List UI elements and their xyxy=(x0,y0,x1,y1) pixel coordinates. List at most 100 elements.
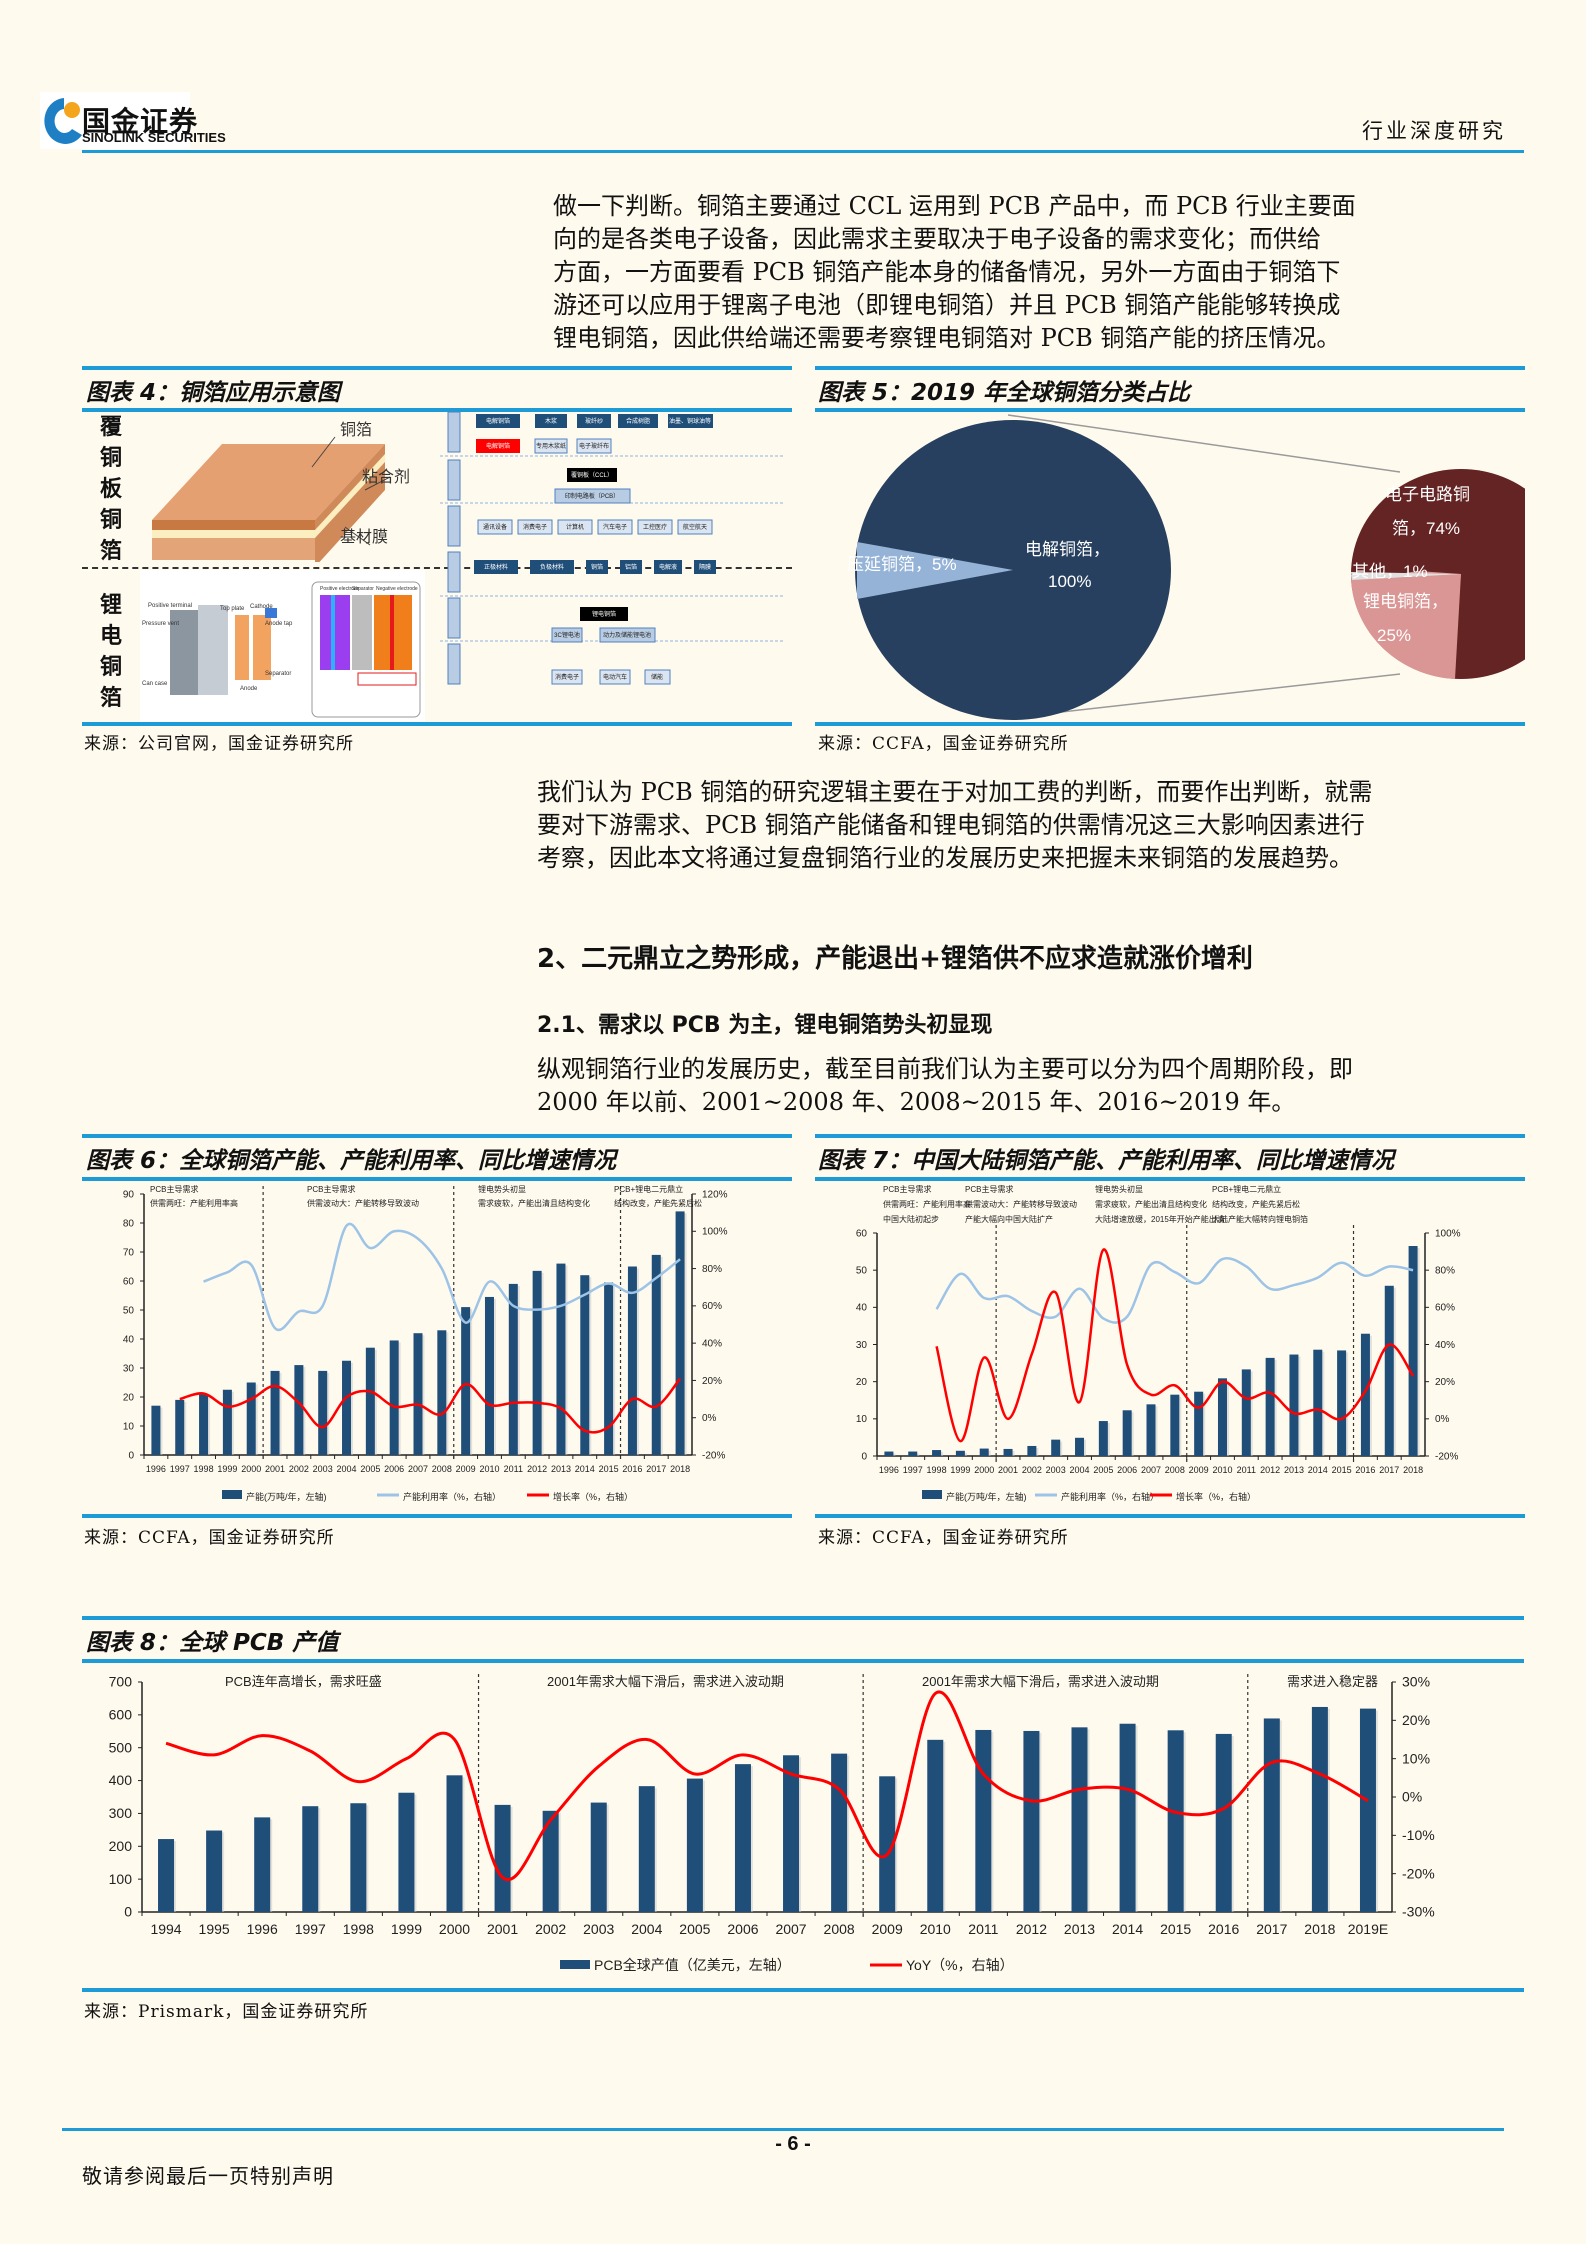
svg-text:200: 200 xyxy=(109,1838,133,1854)
text-line: 向的是各类电子设备，因此需求主要取决于电子设备的需求变化；而供给 xyxy=(553,225,1321,253)
svg-text:1996: 1996 xyxy=(247,1921,278,1937)
svg-text:60%: 60% xyxy=(1435,1303,1455,1314)
svg-text:400: 400 xyxy=(109,1772,133,1788)
svg-text:60%: 60% xyxy=(702,1301,722,1312)
svg-text:2007: 2007 xyxy=(408,1464,428,1474)
label-can-case: Can case xyxy=(142,681,168,687)
svg-text:10: 10 xyxy=(123,1421,135,1432)
svg-text:40: 40 xyxy=(123,1334,135,1345)
svg-text:2014: 2014 xyxy=(575,1464,595,1474)
svg-text:2010: 2010 xyxy=(479,1464,499,1474)
fig5-pie-chart: 压延铜箔，5% 电解铜箔， 100% 电子电路铜 箔，74% 其他，1% 锂电铜… xyxy=(847,414,1525,720)
fig8-title: 图表 8：全球 PCB 产值 xyxy=(86,1630,339,1656)
footer-divider xyxy=(62,2128,1504,2131)
svg-text:60: 60 xyxy=(123,1276,135,1287)
svg-text:产能(万吨/年，左轴): 产能(万吨/年，左轴) xyxy=(946,1491,1027,1502)
svg-text:2001年需求大幅下滑后，需求进入波动期: 2001年需求大幅下滑后，需求进入波动期 xyxy=(547,1674,784,1689)
fig4-bottom-rule xyxy=(82,722,792,726)
svg-text:产能利用率（%，右轴）: 产能利用率（%，右轴） xyxy=(403,1491,501,1502)
label-positive-terminal: Positive terminal xyxy=(148,603,192,609)
svg-text:供需波动大：产能转移导致波动: 供需波动大：产能转移导致波动 xyxy=(965,1199,1077,1209)
svg-text:2009: 2009 xyxy=(872,1921,903,1937)
svg-text:需求疲软，产能出清且结构变化: 需求疲软，产能出清且结构变化 xyxy=(1095,1199,1207,1209)
svg-text:0: 0 xyxy=(861,1451,867,1462)
disclaimer-note: 敬请参阅最后一页特别声明 xyxy=(82,2164,334,2188)
svg-text:80%: 80% xyxy=(1435,1266,1455,1277)
fig5-top-rule xyxy=(815,366,1525,370)
fig4-title-rule xyxy=(82,408,792,412)
text-line: 做一下判断。铜箔主要通过 CCL 运用到 PCB 产品中，而 PCB 行业主要面 xyxy=(553,192,1356,220)
svg-text:中国大陆初起步: 中国大陆初起步 xyxy=(883,1214,939,1224)
svg-text:30%: 30% xyxy=(1402,1674,1430,1690)
svg-text:2004: 2004 xyxy=(337,1464,357,1474)
node-upstream: 电解铜箔 xyxy=(486,417,510,425)
svg-text:25%: 25% xyxy=(1377,626,1411,645)
node-downstream: 计算机 xyxy=(566,523,584,531)
history-paragraph: 纵观铜箔行业的发展历史，截至目前我们认为主要可以分为四个周期阶段，即 2000 … xyxy=(537,1053,1503,1119)
svg-text:2014: 2014 xyxy=(1308,1465,1328,1475)
fig7-bottom-rule xyxy=(815,1514,1525,1518)
svg-text:2016: 2016 xyxy=(1208,1921,1239,1937)
svg-text:PCB全球产值（亿美元，左轴）: PCB全球产值（亿美元，左轴） xyxy=(594,1957,791,1973)
svg-text:2006: 2006 xyxy=(727,1921,758,1937)
svg-text:20%: 20% xyxy=(1402,1712,1430,1728)
svg-text:2000: 2000 xyxy=(439,1921,470,1937)
svg-text:2011: 2011 xyxy=(968,1921,998,1937)
svg-text:90: 90 xyxy=(123,1189,135,1200)
node-3c-battery: 3C锂电池 xyxy=(554,631,580,639)
svg-text:需求进入稳定器: 需求进入稳定器 xyxy=(1287,1674,1378,1689)
svg-text:供需波动大：产能转移导致波动: 供需波动大：产能转移导致波动 xyxy=(307,1198,419,1208)
svg-text:100%: 100% xyxy=(1048,572,1091,591)
fig7-combo-chart: 0 10 20 30 40 50 60 -20% 0% 20% 40% 60% 80% 100% 1996 1… xyxy=(856,1184,1461,1502)
svg-text:1997: 1997 xyxy=(170,1464,190,1474)
svg-text:1998: 1998 xyxy=(343,1921,374,1937)
fig8-combo-chart: 0 100 200 300 400 500 600 700 -30% -20% -10% 0% 10% 2… xyxy=(109,1674,1435,1973)
svg-text:锂电势头初显: 锂电势头初显 xyxy=(478,1184,526,1194)
node-upstream-2: 专用木浆纸 xyxy=(536,442,566,450)
svg-text:2009: 2009 xyxy=(456,1464,476,1474)
svg-text:-20%: -20% xyxy=(1435,1451,1458,1462)
fig7-top-rule xyxy=(815,1134,1525,1138)
node-upstream: 油墨、铜球油等 xyxy=(669,417,711,425)
svg-text:2015: 2015 xyxy=(1332,1465,1352,1475)
svg-text:50: 50 xyxy=(123,1305,135,1316)
svg-text:2005: 2005 xyxy=(679,1921,710,1937)
label-separator-2: Separator xyxy=(352,586,374,592)
svg-text:20: 20 xyxy=(856,1377,868,1388)
svg-text:2005: 2005 xyxy=(1093,1465,1113,1475)
svg-text:PCB主导需求: PCB主导需求 xyxy=(307,1184,355,1194)
node-li-upstream: 负极材料 xyxy=(540,563,564,571)
fig7-title-rule xyxy=(815,1177,1525,1181)
svg-text:2018: 2018 xyxy=(1304,1921,1335,1937)
svg-text:PCB主导需求: PCB主导需求 xyxy=(150,1184,198,1194)
svg-text:2013: 2013 xyxy=(1284,1465,1304,1475)
svg-text:0: 0 xyxy=(124,1904,132,1920)
svg-text:2003: 2003 xyxy=(313,1464,333,1474)
svg-text:0%: 0% xyxy=(702,1413,717,1424)
text-line: 纵观铜箔行业的发展历史，截至目前我们认为主要可以分为四个周期阶段，即 xyxy=(537,1055,1353,1083)
svg-text:需求疲软，产能出清且结构变化: 需求疲软，产能出清且结构变化 xyxy=(478,1198,590,1208)
svg-text:20%: 20% xyxy=(1435,1377,1455,1388)
svg-text:2002: 2002 xyxy=(535,1921,566,1937)
svg-text:600: 600 xyxy=(109,1707,133,1723)
svg-text:产能利用率（%，右轴）: 产能利用率（%，右轴） xyxy=(1061,1491,1159,1502)
layer-label-substrate: 基材膜 xyxy=(340,528,388,546)
fig8-title-rule xyxy=(82,1659,1524,1663)
label-separator: Separator xyxy=(265,671,291,677)
node-li-downstream: 储能 xyxy=(651,673,663,681)
svg-text:2017: 2017 xyxy=(646,1464,666,1474)
svg-text:PCB+锂电二元鼎立: PCB+锂电二元鼎立 xyxy=(614,1184,683,1194)
node-li-upstream: 铝箔 xyxy=(625,563,637,571)
svg-text:2017: 2017 xyxy=(1379,1465,1399,1475)
svg-text:2002: 2002 xyxy=(289,1464,309,1474)
fig6-title-rule xyxy=(82,1177,792,1181)
node-li-foil: 锂电铜箔 xyxy=(592,610,616,618)
node-li-upstream: 铜箔 xyxy=(591,563,603,571)
label-anode: Anode xyxy=(240,686,258,692)
svg-text:PCB+锂电二元鼎立: PCB+锂电二元鼎立 xyxy=(1212,1184,1281,1194)
sinolink-logo-icon xyxy=(44,98,82,144)
fig8-source: 来源：Prismark，国金证券研究所 xyxy=(84,2002,369,2022)
text-line: 游还可以应用于锂离子电池（即锂电铜箔）并且 PCB 铜箔产能能够转换成 xyxy=(553,291,1341,319)
node-li-upstream: 电解液 xyxy=(659,563,677,571)
logo-cn-text: 国金证券 xyxy=(82,105,199,138)
